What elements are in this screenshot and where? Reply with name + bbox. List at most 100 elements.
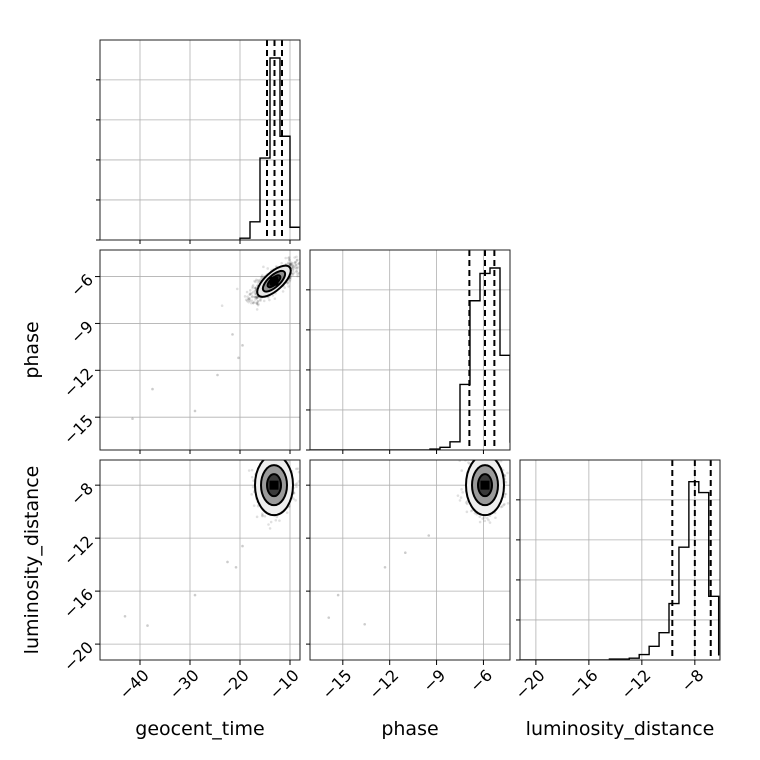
panel-geocent_time-vs-phase-sample-point: [296, 272, 299, 276]
panel-phase-vs-luminosity_distance-outlier-point: [383, 565, 387, 569]
panel-geocent_time-vs-phase-sample-point: [291, 272, 294, 276]
xtick-label-phase: −6: [466, 666, 496, 696]
panel-geocent_time-vs-phase-sample-point: [289, 263, 292, 266]
xtick-label-geocent_time: −10: [265, 666, 302, 703]
panel-geocent_time-vs-phase-sample-point: [259, 299, 262, 302]
panel-geocent_time-vs-phase-sample-point: [296, 265, 299, 269]
panel-geocent_time-vs-luminosity_distance-sample-point: [265, 457, 268, 460]
panel-geocent_time-vs-phase-sample-point: [291, 273, 295, 276]
panel-geocent_time-vs-phase-sample-point: [287, 256, 290, 260]
panel-geocent_time-vs-phase-sample-point: [289, 278, 292, 281]
panel-geocent_time-vs-luminosity_distance-sample-point: [276, 443, 279, 446]
panel-geocent_time-vs-phase-sample-point: [292, 271, 296, 275]
panel-phase-vs-luminosity_distance-sample-point: [494, 516, 497, 520]
panel-geocent_time-vs-phase-sample-point: [295, 267, 298, 270]
panel-geocent_time-vs-luminosity_distance-sample-point: [266, 445, 269, 448]
panel-geocent_time-vs-phase: [131, 255, 300, 421]
panel-geocent_time-vs-phase-sample-point: [262, 265, 265, 269]
panel-geocent_time-vs-phase-sample-point: [289, 263, 293, 267]
panel-phase-vs-luminosity_distance-outlier-point: [336, 593, 340, 597]
panel-phase-vs-luminosity_distance-sample-point: [465, 502, 469, 506]
panel-geocent_time-vs-phase-sample-point: [252, 300, 256, 304]
panel-geocent_time-vs-phase-sample-point: [297, 262, 300, 265]
panel-geocent_time-vs-luminosity_distance-sample-point: [294, 467, 298, 471]
panel-geocent_time-vs-phase-sample-point: [250, 291, 254, 295]
ytick-label-phase: −15: [60, 411, 97, 448]
panel-geocent_time-vs-phase-sample-point: [254, 286, 257, 289]
xtick-label-phase: −9: [419, 666, 449, 696]
panel-geocent_time-vs-luminosity_distance-sample-point: [295, 485, 298, 489]
ytick-label-luminosity_distance: −8: [67, 479, 97, 509]
panel-geocent_time-vs-phase-outlier-point: [151, 387, 154, 391]
panel-phase-vs-luminosity_distance-outlier-point: [327, 616, 331, 619]
panel-phase-vs-luminosity_distance-sample-point: [481, 517, 485, 520]
panel-geocent_time-vs-phase-sample-point: [257, 279, 261, 282]
panel-geocent_time-vs-phase-sample-point: [253, 295, 257, 299]
panel-phase-vs-luminosity_distance-sample-point: [483, 516, 486, 519]
panel-phase-vs-luminosity_distance-sample-point: [485, 516, 489, 520]
panel-geocent_time-vs-luminosity_distance-sample-point: [286, 460, 290, 464]
panel-frame-r2-c1: [309, 459, 511, 661]
panel-phase-vs-luminosity_distance-outlier-point: [404, 551, 407, 555]
panel-phase-vs-luminosity_distance-sample-point: [467, 461, 470, 464]
panel-geocent_time-vs-luminosity_distance-sample-point: [277, 456, 280, 459]
panel-phase-vs-luminosity_distance-sample-point: [488, 456, 491, 459]
panel-geocent_time-vs-phase-sample-point: [255, 295, 259, 299]
panel-geocent_time-vs-phase-sample-point: [291, 265, 295, 268]
panel-geocent_time-vs-phase-sample-point: [286, 261, 290, 265]
panel-geocent_time-vs-phase-sample-point: [248, 297, 252, 300]
panel-geocent_time-vs-luminosity_distance-sample-point: [277, 457, 280, 460]
panel-phase-vs-luminosity_distance-sample-point: [461, 491, 464, 494]
panel-geocent_time-vs-phase-sample-point: [249, 292, 252, 296]
panel-frame-r1-c0: [99, 249, 301, 451]
panel-phase-vs-luminosity_distance-sample-point: [456, 494, 460, 497]
panel-phase-vs-luminosity_distance: [327, 454, 510, 626]
panel-phase-vs-luminosity_distance-sample-point: [506, 501, 510, 505]
panel-phase-vs-luminosity_distance-sample-point: [499, 460, 503, 463]
panel-geocent_time-vs-luminosity_distance-sample-point: [297, 470, 300, 474]
panel-geocent_time-vs-phase-outlier-point: [237, 356, 240, 360]
panel-geocent_time-vs-phase-sample-point: [294, 263, 298, 267]
panel-phase-vs-luminosity_distance-sample-point: [488, 521, 492, 524]
panel-geocent_time-vs-luminosity_distance-sample-point: [251, 485, 255, 489]
y-axis-label-luminosity-distance: luminosity_distance: [21, 466, 43, 655]
panel-geocent_time-vs-phase-sample-point: [253, 289, 257, 293]
panel-geocent_time-vs-phase-sample-point: [261, 274, 264, 277]
panel-geocent_time-vs-luminosity_distance-sample-point: [256, 504, 260, 508]
panel-geocent_time-vs-luminosity_distance-sample-point: [288, 456, 291, 459]
panel-geocent_time-vs-luminosity_distance-sample-point: [262, 457, 265, 460]
panel-geocent_time-vs-luminosity_distance-sample-point: [295, 482, 299, 485]
ticks-layer: −40 −30 −20 −10 −15 −12 −9 −6 −20 −16 −12 −8 −6 −9 −12…: [60, 79, 708, 703]
panel-geocent_time-vs-luminosity_distance-sample-point: [274, 518, 278, 522]
panel-phase-vs-luminosity_distance-sample-point: [487, 518, 490, 522]
panel-geocent_time-vs-luminosity_distance-sample-point: [261, 513, 264, 517]
panel-geocent_time-vs-phase-sample-point: [288, 258, 291, 261]
panel-geocent_time-vs-phase-outlier-point: [131, 417, 134, 421]
panel-geocent_time-vs-phase-sample-point: [296, 262, 300, 266]
data-layer: [123, 40, 720, 660]
panel-phase-vs-luminosity_distance-sample-point: [473, 454, 476, 457]
panel-geocent_time-vs-luminosity_distance-sample-point: [250, 468, 254, 472]
panel-geocent_time-vs-phase-sample-point: [273, 297, 277, 300]
panel-geocent_time-vs-phase-sample-point: [251, 301, 255, 305]
panel-geocent_time-vs-luminosity_distance-sample-point: [252, 479, 255, 482]
panel-geocent_time-vs-phase-sample-point: [287, 285, 290, 288]
xtick-label-geocent_time: −20: [215, 666, 252, 703]
panel-phase-vs-luminosity_distance-sample-point: [504, 492, 508, 496]
panel-geocent_time-vs-luminosity_distance-sample-point: [283, 457, 286, 460]
panel-phase-vs-luminosity_distance-density-peak: [480, 480, 490, 490]
panel-geocent_time-vs-phase-sample-point: [288, 279, 292, 283]
panel-phase-vs-luminosity_distance-sample-point: [503, 502, 506, 506]
panel-geocent_time-vs-phase-sample-point: [220, 304, 224, 308]
histogram-geocent_time-step: [239, 57, 300, 240]
panel-geocent_time-vs-phase-sample-point: [249, 301, 253, 305]
panel-geocent_time-vs-phase-sample-point: [250, 294, 254, 298]
panel-phase-vs-luminosity_distance-sample-point: [464, 501, 468, 504]
panel-geocent_time-vs-phase-sample-point: [254, 295, 258, 299]
panel-geocent_time-vs-luminosity_distance: [123, 443, 300, 627]
panel-geocent_time-vs-phase-sample-point: [256, 281, 260, 284]
panel-geocent_time-vs-luminosity_distance-sample-point: [283, 454, 286, 457]
panel-phase-vs-luminosity_distance-sample-point: [502, 503, 505, 507]
panel-geocent_time-vs-phase-sample-point: [254, 278, 258, 282]
